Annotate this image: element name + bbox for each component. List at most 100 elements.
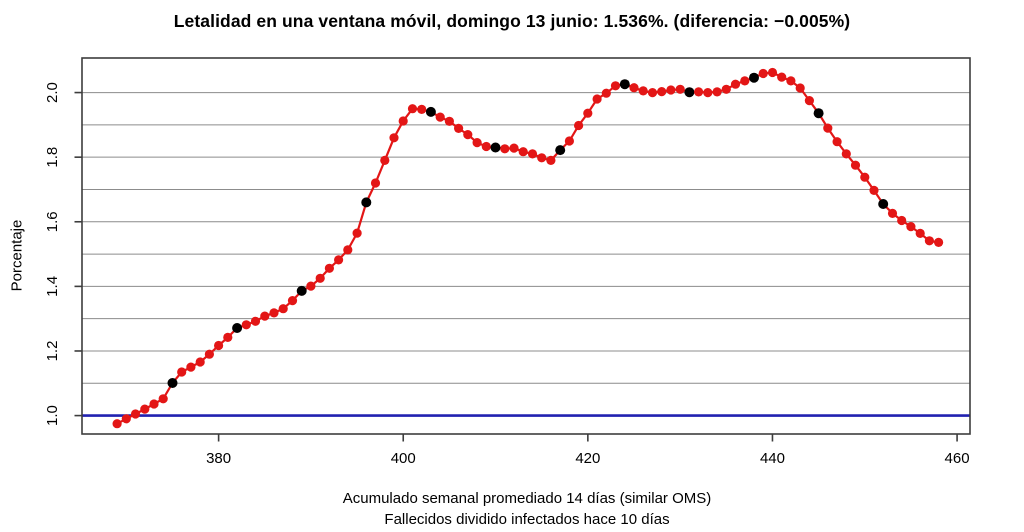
data-point bbox=[601, 88, 611, 98]
data-point bbox=[509, 143, 519, 153]
data-point bbox=[841, 149, 851, 159]
x-tick-label: 440 bbox=[760, 450, 785, 467]
data-point bbox=[924, 236, 935, 246]
data-point bbox=[130, 409, 141, 419]
data-point bbox=[703, 88, 713, 98]
plot-border bbox=[81, 57, 971, 435]
data-point bbox=[850, 160, 861, 170]
data-point bbox=[518, 147, 528, 157]
data-point bbox=[592, 94, 602, 104]
data-point bbox=[657, 87, 667, 97]
data-point-weekly bbox=[232, 323, 243, 333]
y-tick-label: 2.0 bbox=[44, 82, 61, 103]
data-point bbox=[712, 87, 722, 97]
data-point-weekly bbox=[684, 87, 695, 98]
data-point bbox=[149, 399, 159, 409]
data-point bbox=[777, 72, 787, 82]
data-point bbox=[177, 367, 187, 377]
data-point bbox=[694, 87, 704, 97]
x-tick-label: 420 bbox=[575, 450, 600, 467]
data-point bbox=[287, 296, 298, 306]
data-point bbox=[389, 133, 399, 143]
data-point bbox=[583, 108, 593, 118]
y-axis-label: Porcentaje bbox=[8, 219, 26, 292]
data-point bbox=[804, 96, 815, 106]
data-point bbox=[214, 340, 224, 351]
data-point bbox=[869, 185, 879, 195]
x-axis-caption-line-1: Acumulado semanal promediado 14 días (si… bbox=[342, 490, 712, 507]
data-point bbox=[223, 332, 233, 342]
data-point-weekly bbox=[555, 145, 566, 156]
x-tick-label: 400 bbox=[391, 450, 416, 467]
data-point bbox=[915, 228, 925, 238]
data-point bbox=[472, 138, 482, 148]
data-point bbox=[897, 215, 907, 226]
x-tick-label: 460 bbox=[945, 450, 970, 467]
data-point bbox=[444, 116, 454, 126]
data-point bbox=[112, 419, 122, 429]
x-axis-caption-line-2: Fallecidos dividido infectados hace 10 d… bbox=[384, 511, 670, 528]
y-tick-label: 1.6 bbox=[44, 211, 61, 232]
data-point bbox=[343, 245, 353, 255]
data-point bbox=[398, 116, 408, 126]
data-point bbox=[629, 83, 639, 93]
data-point bbox=[610, 81, 621, 91]
data-point bbox=[140, 404, 150, 414]
data-point bbox=[186, 362, 196, 372]
data-point bbox=[721, 84, 731, 94]
data-point bbox=[666, 85, 676, 95]
data-point bbox=[574, 120, 584, 131]
data-point bbox=[675, 84, 685, 94]
data-point bbox=[546, 155, 556, 165]
data-point bbox=[786, 76, 796, 86]
data-point-weekly bbox=[878, 199, 889, 209]
data-point bbox=[860, 172, 870, 182]
data-point bbox=[315, 273, 325, 283]
data-point bbox=[250, 316, 261, 326]
data-point bbox=[370, 178, 381, 188]
data-point bbox=[758, 68, 768, 79]
data-point bbox=[795, 83, 805, 93]
data-point bbox=[324, 263, 334, 273]
data-point bbox=[454, 123, 464, 133]
data-point bbox=[463, 130, 473, 140]
data-point bbox=[500, 144, 510, 154]
y-tick-label: 1.0 bbox=[44, 405, 61, 426]
data-point bbox=[481, 141, 491, 152]
data-point bbox=[823, 123, 833, 133]
data-point bbox=[204, 349, 214, 359]
data-point bbox=[278, 304, 288, 314]
x-axis-caption: Acumulado semanal promediado 14 días (si… bbox=[0, 488, 1024, 530]
data-point bbox=[638, 86, 648, 96]
data-point bbox=[647, 88, 658, 98]
data-point-weekly bbox=[619, 79, 630, 90]
y-tick-label: 1.8 bbox=[44, 147, 61, 168]
chart-title: Letalidad en una ventana móvil, domingo … bbox=[173, 11, 851, 31]
data-point bbox=[906, 222, 916, 232]
data-point bbox=[887, 208, 898, 218]
x-tick-label: 380 bbox=[206, 450, 231, 467]
data-point bbox=[260, 311, 270, 321]
data-point bbox=[334, 255, 344, 265]
data-point bbox=[269, 308, 279, 318]
data-point bbox=[407, 104, 418, 114]
data-point-weekly bbox=[296, 285, 307, 296]
data-point bbox=[832, 137, 842, 147]
data-point-weekly bbox=[361, 197, 372, 208]
data-point bbox=[527, 149, 538, 159]
data-point bbox=[306, 281, 316, 291]
y-tick-label: 1.2 bbox=[44, 341, 61, 362]
data-point bbox=[380, 155, 390, 165]
data-point bbox=[767, 67, 778, 78]
data-point bbox=[121, 414, 131, 424]
data-point bbox=[730, 79, 741, 89]
data-point-weekly bbox=[490, 142, 501, 153]
data-point bbox=[564, 136, 575, 146]
data-point-weekly bbox=[813, 108, 824, 119]
data-point bbox=[740, 76, 750, 86]
data-point bbox=[537, 153, 547, 163]
data-point bbox=[352, 228, 362, 238]
data-point-weekly bbox=[749, 72, 759, 83]
